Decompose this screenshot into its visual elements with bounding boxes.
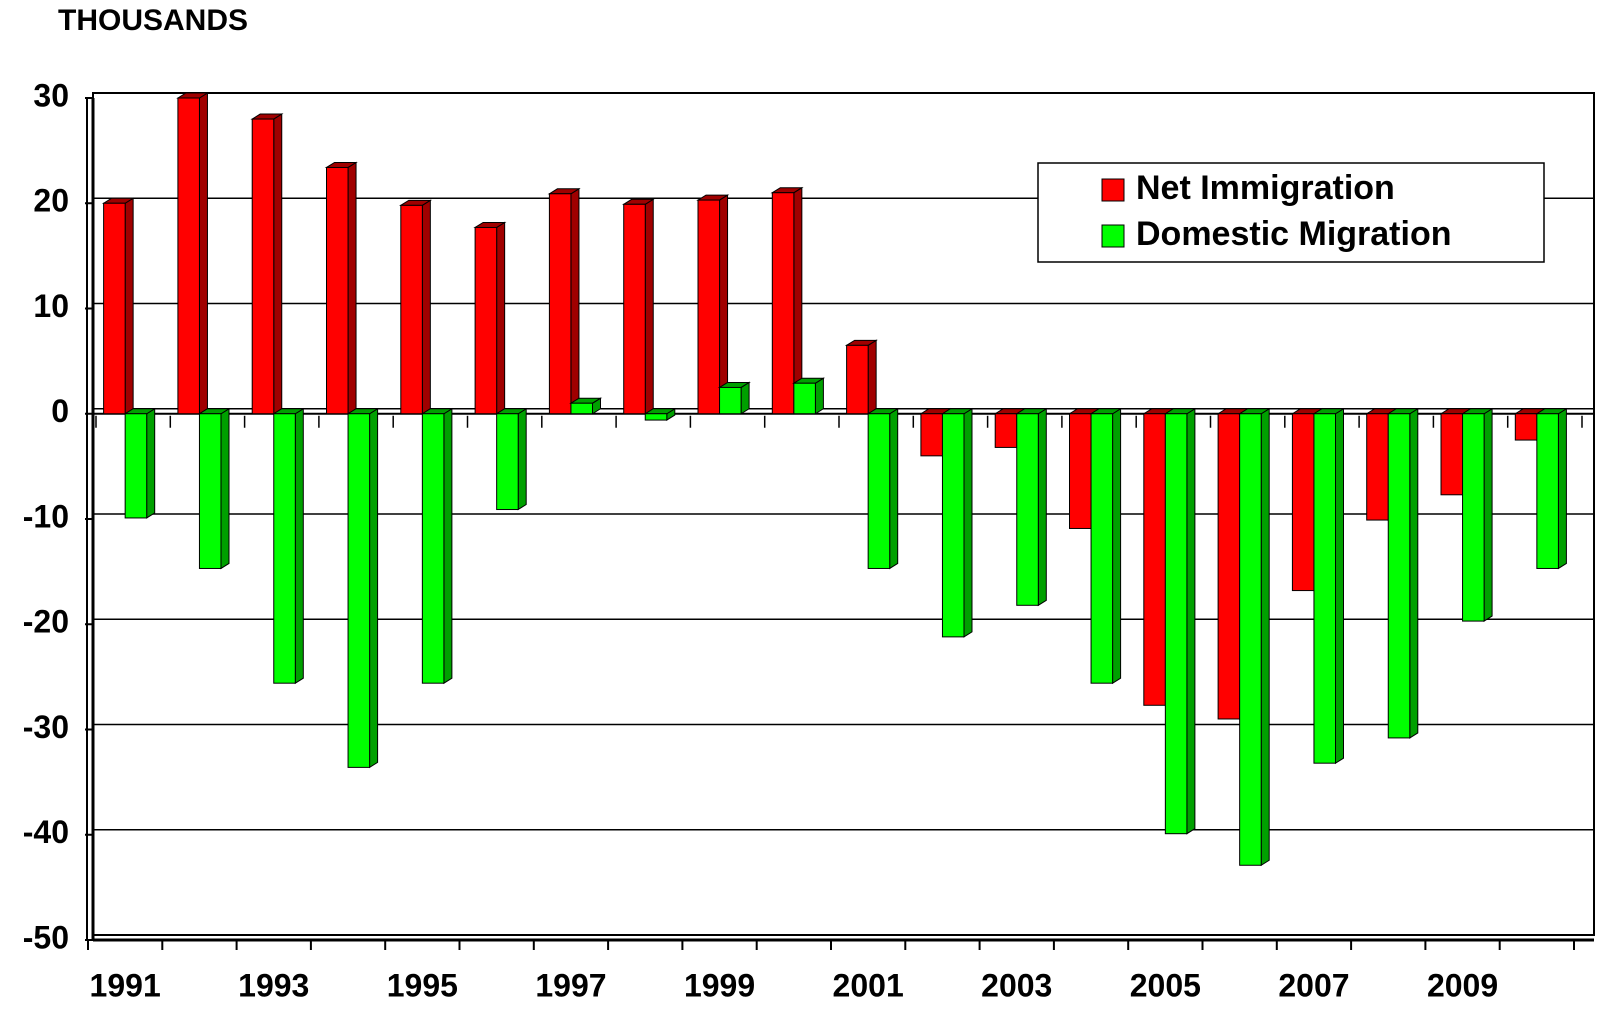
legend-swatch	[1101, 224, 1125, 248]
bar	[1069, 413, 1092, 529]
bar	[273, 413, 296, 684]
bar-side	[220, 407, 230, 570]
bar	[697, 199, 721, 415]
bar	[719, 386, 742, 415]
bar-side	[198, 92, 208, 415]
y-tick-label: -10	[23, 498, 69, 534]
bar	[920, 413, 943, 457]
y-tick-label: -30	[23, 709, 69, 745]
x-tick-label: 1991	[90, 967, 161, 1003]
bar	[793, 382, 816, 415]
x-tick-label: 1993	[238, 967, 309, 1003]
bar-side	[814, 377, 824, 415]
bar-side	[124, 197, 134, 415]
x-tick-label: 1999	[684, 967, 755, 1003]
bar	[548, 193, 572, 415]
bar	[326, 166, 349, 415]
bar	[644, 413, 668, 421]
bar	[1143, 413, 1166, 706]
bar	[1291, 413, 1315, 592]
bar	[198, 413, 222, 569]
bar-side	[273, 113, 283, 415]
bar	[994, 413, 1018, 448]
y-tick-label: -20	[23, 604, 69, 640]
bar	[1462, 413, 1485, 622]
bar-side	[496, 221, 506, 415]
bar-side	[369, 407, 379, 769]
x-tick-label: 2001	[833, 967, 904, 1003]
bar	[347, 413, 371, 768]
bar-side	[963, 407, 973, 638]
y-tick-label: -40	[23, 814, 69, 850]
bar-side	[1112, 407, 1122, 685]
x-tick-label: 2003	[981, 967, 1052, 1003]
bar-side	[146, 407, 156, 519]
bar	[623, 203, 646, 415]
y-tick-label: 0	[51, 393, 69, 429]
bar	[941, 413, 965, 638]
bar	[1536, 413, 1559, 569]
legend-label: Net Immigration	[1136, 169, 1395, 207]
legend-label: Domestic Migration	[1136, 215, 1451, 253]
bar	[474, 226, 498, 415]
x-tick-label: 2005	[1130, 967, 1201, 1003]
bar	[1090, 413, 1114, 684]
y-tick-label: 10	[33, 288, 69, 324]
bar-side	[347, 161, 357, 415]
bar	[1016, 413, 1039, 606]
bar-side	[517, 407, 527, 511]
bar	[867, 413, 891, 569]
bar	[846, 344, 869, 415]
bar	[771, 192, 795, 415]
bar-side	[294, 407, 304, 685]
bar	[1440, 413, 1464, 496]
bar	[1313, 413, 1336, 764]
bar-side	[1557, 407, 1567, 570]
bar	[1239, 413, 1262, 866]
bar	[177, 97, 200, 415]
bar-side	[867, 339, 877, 415]
bar	[1387, 413, 1411, 739]
bar	[1217, 413, 1241, 720]
bar-side	[1260, 407, 1270, 867]
bar-side	[1186, 407, 1196, 835]
bar	[400, 204, 423, 415]
bar-side	[1037, 407, 1047, 607]
bar-side	[570, 187, 580, 415]
x-tick-label: 1995	[387, 967, 458, 1003]
y-tick-label: 20	[33, 183, 69, 219]
y-axis-label: THOUSANDS	[58, 4, 248, 37]
bar	[1366, 413, 1389, 521]
bar	[421, 413, 445, 684]
y-tick-label: -50	[23, 919, 69, 955]
bar	[1514, 413, 1538, 441]
bar	[103, 202, 126, 415]
x-tick-label: 2007	[1278, 967, 1349, 1003]
bar-side	[889, 407, 899, 570]
bar	[251, 118, 275, 415]
bar	[496, 413, 519, 511]
bar-side	[1483, 407, 1493, 622]
bar-side	[719, 194, 729, 415]
y-tick-label: 30	[33, 77, 69, 113]
x-tick-label: 1997	[535, 967, 606, 1003]
bar	[570, 402, 593, 415]
bar-side	[1334, 407, 1344, 765]
x-tick-label: 2009	[1427, 967, 1498, 1003]
bar-side	[421, 199, 431, 415]
bar-side	[443, 407, 453, 685]
bar	[1164, 413, 1188, 835]
bar-side	[1409, 407, 1419, 739]
bar	[124, 413, 148, 519]
legend-swatch	[1101, 178, 1125, 202]
bar-side	[644, 198, 654, 415]
